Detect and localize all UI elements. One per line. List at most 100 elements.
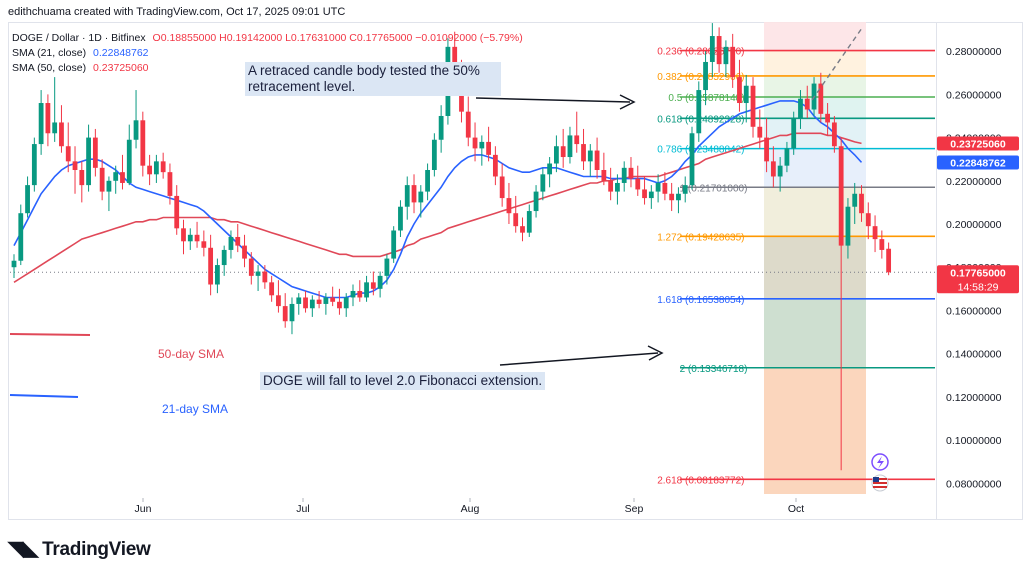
y-tick-label: 0.26000000 <box>946 89 1002 101</box>
candle-body <box>492 154 498 177</box>
candle-body <box>547 163 553 175</box>
symbol-name: DOGE / Dollar · 1D · Bitfinex <box>12 32 146 44</box>
sma21-legend[interactable]: SMA (21, close) 0.22848762 <box>12 47 149 59</box>
x-tick-label: Jun <box>135 503 152 515</box>
candle-body <box>879 239 885 250</box>
candle-body <box>716 36 722 65</box>
candle-body <box>52 122 58 134</box>
candle-body <box>398 206 403 231</box>
candle-body <box>804 98 810 110</box>
candle-body <box>465 111 471 138</box>
candle-body <box>160 161 166 173</box>
candle-body <box>391 230 397 259</box>
x-tick-label: Oct <box>788 503 804 515</box>
candle-body <box>215 265 220 285</box>
candle-body <box>838 146 844 246</box>
candle-body <box>486 141 491 155</box>
candle-body <box>845 206 851 246</box>
fib-zone <box>764 298 866 368</box>
candle-body <box>438 115 444 140</box>
candle-body <box>784 148 790 166</box>
candle-body <box>777 165 783 177</box>
candle-body <box>520 226 525 233</box>
lightning-icon[interactable] <box>871 453 889 471</box>
sma50-line <box>13 132 862 283</box>
candle-body <box>337 301 342 309</box>
candle-body <box>587 150 593 162</box>
y-tick-label: 0.08000000 <box>946 478 1002 490</box>
fib-zone <box>764 367 866 480</box>
candle-body <box>31 144 37 186</box>
y-tick-label: 0.12000000 <box>946 392 1002 404</box>
candle-body <box>479 141 485 149</box>
candle-body <box>594 150 600 170</box>
candle-body <box>743 85 749 104</box>
sma50-annotation-label: 50-day SMA <box>158 347 225 361</box>
fib-level-label: 1 (0.21701000) <box>680 183 748 194</box>
candle-body <box>18 213 24 261</box>
candle-body <box>852 193 858 207</box>
candle-body <box>655 182 661 192</box>
sma21-sample-line <box>9 394 79 398</box>
us-flag-icon[interactable] <box>871 474 889 492</box>
candle-body <box>404 185 410 207</box>
candle-body <box>574 135 580 145</box>
sma21-price-tag-text: 0.22848762 <box>950 157 1006 169</box>
price-axis[interactable] <box>936 22 1023 520</box>
y-tick-label: 0.22000000 <box>946 176 1002 188</box>
candle-body <box>499 176 505 199</box>
chart-header: edithchuama created with TradingView.com… <box>8 6 346 18</box>
sma50-legend[interactable]: SMA (50, close) 0.23725060 <box>12 62 149 74</box>
candle-body <box>770 161 776 177</box>
fib-zone <box>764 50 866 76</box>
candle-body <box>181 228 186 242</box>
candle-body <box>635 178 641 190</box>
candle-body <box>25 185 30 214</box>
candle-body <box>513 213 519 227</box>
sma50-price-tag-bg <box>937 136 1019 151</box>
y-tick-label: 0.28000000 <box>946 46 1002 58</box>
last-price-tag-bg <box>937 265 1019 294</box>
candles <box>11 23 892 471</box>
candle-body <box>221 249 227 266</box>
retrace-annotation-line2: retracement level. <box>248 79 356 94</box>
candle-body <box>11 260 17 268</box>
candle-body <box>303 297 308 309</box>
candle-body <box>431 139 437 170</box>
fib-level-label: 0.236 (0.28026710) <box>657 47 744 58</box>
candle-body <box>38 103 44 145</box>
candle-body <box>120 172 125 183</box>
candle-body <box>86 137 91 186</box>
fib-level-label: 1.618 (0.16538054) <box>657 295 744 306</box>
y-tick-label: 0.16000000 <box>946 305 1002 317</box>
candle-body <box>567 135 573 158</box>
forecast-annotation: DOGE will fall to level 2.0 Fibonacci ex… <box>260 372 546 390</box>
candle-body <box>296 297 302 304</box>
candle-body <box>709 36 715 62</box>
candle-body <box>113 172 119 181</box>
candle-body <box>323 297 329 304</box>
candle-body <box>676 193 681 201</box>
retrace-annotation-line1: A retraced candle body tested the 50% <box>248 63 480 78</box>
candle-body <box>696 90 702 134</box>
symbol-legend[interactable]: DOGE / Dollar · 1D · Bitfinex O0.1885500… <box>12 32 523 44</box>
candle-body <box>357 290 363 298</box>
sma50-legend-label: SMA (50, close) <box>12 62 87 74</box>
candle-body <box>723 46 729 65</box>
candle-body <box>662 182 668 194</box>
candle-body <box>425 169 430 192</box>
fib-zone <box>764 187 866 237</box>
candle-body <box>703 61 708 91</box>
candle-body <box>262 271 268 283</box>
x-tick-label: Sep <box>625 503 644 515</box>
tradingview-logo[interactable]: ◥◣ TradingView <box>8 536 151 561</box>
candle-body <box>669 193 675 201</box>
candle-body <box>506 198 512 214</box>
fib-level-label: 0.5 (0.25878148) <box>668 93 744 104</box>
candle-body <box>418 191 424 203</box>
candle-body <box>147 165 152 175</box>
fib-level-label: 0.382 (0.26852966) <box>657 72 744 83</box>
candle-body <box>615 182 620 192</box>
candle-body <box>126 139 132 183</box>
